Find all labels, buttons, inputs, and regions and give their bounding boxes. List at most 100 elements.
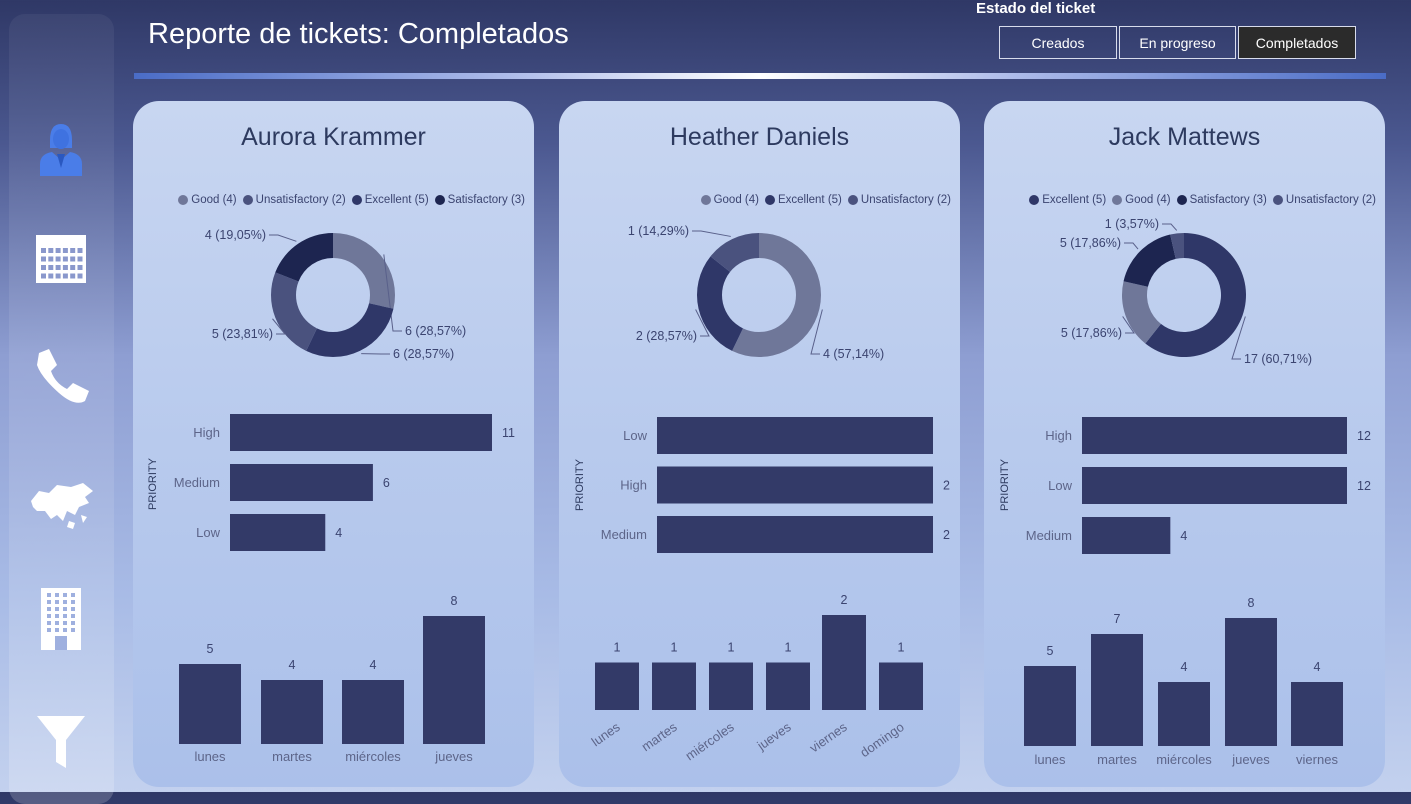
filter-creados-button[interactable]: Creados (999, 26, 1117, 59)
priority-bar-high[interactable] (1082, 417, 1347, 454)
donut-data-label: 5 (17,86%) (1061, 326, 1122, 340)
agent-card-aurora: Aurora Krammer Good (4)Unsatisfactory (2… (133, 101, 534, 787)
header-divider (134, 73, 1386, 79)
weekday-bar-miercoles[interactable] (342, 680, 404, 744)
priority-tick-label: Medium (1026, 528, 1072, 543)
weekday-bar-miercoles[interactable] (1158, 682, 1210, 746)
weekday-tick-label: lunes (1034, 752, 1066, 767)
weekday-bar-domingo[interactable] (879, 663, 923, 711)
weekday-tick-label: lunes (194, 749, 226, 764)
donut-data-label: 2 (28,57%) (636, 329, 697, 343)
weekday-bar-viernes[interactable] (822, 615, 866, 710)
weekday-bar-martes[interactable] (261, 680, 323, 744)
priority-bar-value: 12 (1357, 429, 1371, 443)
weekday-tick-label: domingo (857, 719, 906, 760)
donut-data-label: 6 (28,57%) (405, 324, 466, 338)
weekday-bar-value: 1 (671, 641, 678, 655)
weekday-bar-lunes[interactable] (595, 663, 639, 711)
weekday-bar-value: 4 (289, 658, 296, 672)
weekday-bar-value: 1 (614, 641, 621, 655)
donut-data-label: 4 (19,05%) (205, 228, 266, 242)
asia-map-icon[interactable] (23, 469, 98, 544)
priority-bar-value: 4 (335, 526, 342, 540)
weekday-bar-jueves[interactable] (423, 616, 485, 744)
filter-label: Estado del ticket (976, 0, 1095, 17)
priority-bar-medium[interactable] (657, 516, 933, 553)
weekday-bar-value: 4 (1181, 660, 1188, 674)
weekday-bar-lunes[interactable] (179, 664, 241, 744)
weekday-bar-value: 8 (451, 594, 458, 608)
priority-bar-value: 4 (1180, 529, 1187, 543)
weekday-bar-martes[interactable] (652, 663, 696, 711)
priority-bar-value: 11 (502, 426, 515, 440)
weekday-tick-label: miércoles (683, 719, 738, 763)
priority-bar-value: 2 (943, 479, 950, 493)
donut-data-label: 1 (3,57%) (1105, 217, 1159, 231)
priority-bar-low[interactable] (657, 417, 933, 454)
donut-data-label: 6 (28,57%) (393, 347, 454, 361)
weekday-bar-value: 5 (1047, 644, 1054, 658)
priority-bar-value: 12 (1357, 479, 1371, 493)
weekday-bar-viernes[interactable] (1291, 682, 1343, 746)
sidebar (9, 14, 114, 804)
weekday-tick-label: martes (1097, 752, 1137, 767)
weekday-bar-jueves[interactable] (766, 663, 810, 711)
donut-data-label: 4 (57,14%) (823, 347, 884, 361)
priority-bar-medium[interactable] (1082, 517, 1170, 554)
weekday-tick-label: lunes (589, 719, 623, 749)
priority-bar-high[interactable] (657, 467, 933, 504)
filter-completados-button[interactable]: Completados (1238, 26, 1356, 59)
priority-bar-low[interactable] (1082, 467, 1347, 504)
weekday-bar-value: 8 (1248, 596, 1255, 610)
donut-slice-satisfactory[interactable] (1124, 235, 1176, 287)
weekday-tick-label: martes (639, 719, 681, 754)
priority-tick-label: Medium (174, 475, 220, 490)
donut-data-label: 5 (23,81%) (212, 327, 273, 341)
donut-slice-excellent[interactable] (697, 256, 743, 351)
weekday-bar-miercoles[interactable] (709, 663, 753, 711)
donut-data-label: 17 (60,71%) (1244, 352, 1312, 366)
priority-bar-medium[interactable] (230, 464, 373, 501)
building-icon[interactable] (23, 581, 98, 656)
filter-icon[interactable] (23, 704, 98, 779)
weekday-bar-jueves[interactable] (1225, 618, 1277, 746)
weekday-bar-value: 1 (728, 641, 735, 655)
donut-slice-excellent[interactable] (306, 303, 393, 357)
priority-bar-high[interactable] (230, 414, 492, 451)
agent-icon[interactable] (23, 109, 98, 184)
weekday-bar-value: 7 (1114, 612, 1121, 626)
priority-tick-label: High (1045, 428, 1072, 443)
card-charts: 6 (28,57%) 6 (28,57%) 5 (23,81%) 4 (19,05%)… (133, 101, 534, 787)
priority-tick-label: High (193, 425, 220, 440)
donut-leader-line (1124, 243, 1138, 249)
priority-bar-value: 6 (383, 476, 390, 490)
weekday-tick-label: viernes (807, 719, 850, 756)
card-charts: 17 (60,71%)5 (17,86%)5 (17,86%)1 (3,57%)… (984, 101, 1385, 787)
filter-en-progreso-button[interactable]: En progreso (1119, 26, 1236, 59)
weekday-tick-label: viernes (1296, 752, 1338, 767)
agent-card-jack: Jack Mattews Excellent (5)Good (4)Satisf… (984, 101, 1385, 787)
calendar-icon[interactable] (23, 221, 98, 296)
priority-bar-value: 2 (943, 528, 950, 542)
weekday-tick-label: jueves (434, 749, 473, 764)
weekday-bar-lunes[interactable] (1024, 666, 1076, 746)
priority-tick-label: High (620, 478, 647, 493)
weekday-bar-value: 2 (841, 593, 848, 607)
page-title: Reporte de tickets: Completados (148, 18, 569, 51)
phone-icon[interactable] (23, 339, 98, 414)
weekday-tick-label: martes (272, 749, 312, 764)
donut-slice-unsatisfactory[interactable] (271, 272, 317, 351)
priority-tick-label: Low (1048, 478, 1072, 493)
weekday-bar-value: 1 (785, 641, 792, 655)
agent-card-heather: Heather Daniels Good (4)Excellent (5)Uns… (559, 101, 960, 787)
weekday-bar-value: 1 (898, 641, 905, 655)
priority-bar-low[interactable] (230, 514, 325, 551)
priority-tick-label: Low (196, 525, 220, 540)
weekday-bar-martes[interactable] (1091, 634, 1143, 746)
donut-slice-satisfactory[interactable] (275, 233, 333, 281)
weekday-tick-label: miércoles (1156, 752, 1212, 767)
weekday-tick-label: jueves (754, 719, 795, 754)
weekday-bar-value: 4 (1314, 660, 1321, 674)
donut-leader-line (692, 231, 731, 236)
weekday-bar-value: 5 (207, 642, 214, 656)
